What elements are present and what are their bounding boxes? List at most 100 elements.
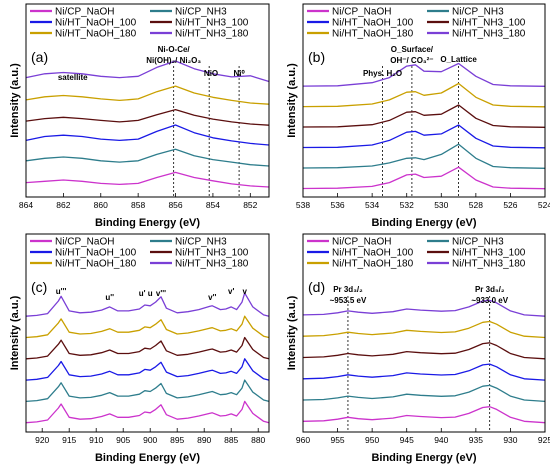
- legend-label-ni-cp-nh3: Ni/CP_NH3: [175, 237, 227, 248]
- series-line-ni-cp-nh3: [302, 143, 546, 169]
- series-line-ni-ht-nh3-100: [302, 342, 546, 360]
- plot-frame: [302, 3, 546, 198]
- x-axis-label: Binding Energy (eV): [371, 452, 476, 464]
- y-axis-label: Intensity (a.u.): [286, 295, 298, 370]
- peak-annotation: u'': [105, 293, 114, 302]
- x-tick-label: 950: [365, 435, 379, 445]
- peak-annotation: O_Surface/: [391, 45, 434, 54]
- x-tick-label: 860: [94, 200, 108, 210]
- peak-annotation: v'': [208, 293, 216, 302]
- peak-annotation: ~953.5 eV: [330, 296, 367, 305]
- x-tick-label: 960: [296, 435, 310, 445]
- peak-annotation: Pr 3d₃/₂: [333, 285, 363, 294]
- series-line-ni-cp-nh3: [25, 148, 270, 167]
- peak-annotation: NiO: [204, 69, 218, 78]
- series-line-ni-ht-nh3-180: [302, 299, 546, 317]
- series-line-ni-ht-nh3-100: [25, 108, 270, 126]
- legend-label-ni-ht-nh3-180: Ni/HT_NH3_180: [452, 259, 526, 270]
- peak-annotation: Ni(OH)₂/ Ni₂O₃: [146, 56, 201, 65]
- panel-label: (d): [308, 279, 325, 295]
- legend-label-ni-ht-naoh-180: Ni/HT_NaOH_180: [332, 29, 414, 40]
- x-tick-label: 858: [131, 200, 145, 210]
- series-line-ni-ht-naoh-180: [25, 85, 270, 105]
- legend-label-ni-ht-nh3-100: Ni/HT_NH3_100: [452, 18, 526, 29]
- legend-label-ni-cp-naoh: Ni/CP_NaOH: [55, 237, 114, 248]
- legend-label-ni-ht-nh3-180: Ni/HT_NH3_180: [175, 259, 249, 270]
- legend-label-ni-ht-nh3-100: Ni/HT_NH3_100: [175, 248, 249, 259]
- peak-annotation: u''': [56, 287, 67, 296]
- series-line-ni-cp-naoh: [25, 171, 270, 188]
- legend-label-ni-cp-nh3: Ni/CP_NH3: [175, 7, 227, 18]
- peak-annotation: u': [139, 289, 146, 298]
- x-tick-label: 536: [330, 200, 344, 210]
- legend-label-ni-ht-naoh-100: Ni/HT_NaOH_100: [55, 248, 137, 259]
- panel-label: (c): [31, 279, 47, 295]
- x-tick-label: 945: [400, 435, 414, 445]
- panel-label: (b): [308, 49, 325, 65]
- legend-label-ni-ht-naoh-100: Ni/HT_NaOH_100: [332, 18, 414, 29]
- series-line-ni-cp-nh3: [302, 384, 546, 403]
- x-tick-label: 910: [89, 435, 103, 445]
- x-tick-label: 524: [538, 200, 550, 210]
- panel-c: 920 915 910 905 900 895 890 885 880 Binding Energ…: [9, 233, 270, 464]
- peak-annotation: O_Lattice: [440, 55, 477, 64]
- peak-annotation: satellite: [58, 73, 88, 82]
- series-line-ni-ht-naoh-100: [25, 358, 270, 381]
- x-tick-label: 532: [400, 200, 414, 210]
- series-line-ni-ht-naoh-100: [302, 124, 546, 149]
- x-tick-label: 930: [503, 435, 517, 445]
- series-line-ni-ht-nh3-180: [25, 60, 270, 83]
- plot-frame: [302, 233, 546, 433]
- x-tick-label: 862: [56, 200, 70, 210]
- legend-label-ni-cp-naoh: Ni/CP_NaOH: [332, 237, 391, 248]
- series-line-ni-cp-naoh: [302, 406, 546, 424]
- legend-label-ni-ht-naoh-180: Ni/HT_NaOH_180: [332, 259, 414, 270]
- x-tick-label: 955: [330, 435, 344, 445]
- legend-label-ni-ht-nh3-100: Ni/HT_NH3_100: [175, 18, 249, 29]
- series-line-ni-ht-naoh-180: [25, 315, 270, 339]
- series-line-ni-ht-naoh-180: [302, 82, 546, 108]
- x-tick-label: 885: [224, 435, 238, 445]
- x-tick-label: 920: [35, 435, 49, 445]
- x-tick-label: 856: [168, 200, 182, 210]
- legend-label-ni-cp-nh3: Ni/CP_NH3: [452, 7, 504, 18]
- x-tick-label: 526: [503, 200, 517, 210]
- x-axis-label: Binding Energy (eV): [95, 452, 200, 464]
- series-line-ni-cp-naoh: [302, 166, 546, 190]
- peak-annotation: v': [228, 287, 234, 296]
- y-axis-label: Intensity (a.u.): [9, 295, 21, 370]
- x-tick-label: 900: [143, 435, 157, 445]
- legend-label-ni-ht-nh3-180: Ni/HT_NH3_180: [175, 29, 249, 40]
- plot-frame: [25, 233, 270, 433]
- series-line-ni-ht-nh3-100: [302, 104, 546, 128]
- series-line-ni-ht-naoh-100: [302, 363, 546, 381]
- series-line-ni-cp-naoh: [25, 400, 270, 424]
- peak-annotation: Ni-O-Ce/: [158, 45, 191, 54]
- panel-label: (a): [31, 49, 48, 65]
- x-tick-label: 940: [434, 435, 448, 445]
- x-tick-label: 854: [206, 200, 220, 210]
- legend-label-ni-ht-nh3-180: Ni/HT_NH3_180: [452, 29, 526, 40]
- series-line-ni-ht-naoh-180: [302, 320, 546, 339]
- x-tick-label: 852: [243, 200, 257, 210]
- x-tick-label: 864: [19, 200, 33, 210]
- x-tick-label: 534: [365, 200, 379, 210]
- x-tick-label: 935: [469, 435, 483, 445]
- x-tick-label: 528: [469, 200, 483, 210]
- peak-annotation: Pr 3d₅/₂: [475, 285, 505, 294]
- legend-label-ni-cp-naoh: Ni/CP_NaOH: [332, 7, 391, 18]
- legend-label-ni-cp-nh3: Ni/CP_NH3: [452, 237, 504, 248]
- series-line-ni-ht-naoh-100: [25, 124, 270, 146]
- panel-b: 538 536 534 532 530 528 526 524 Binding Energy (…: [286, 3, 550, 229]
- x-tick-label: 530: [434, 200, 448, 210]
- peak-annotation: OH⁻/ CO₃²⁻: [390, 56, 433, 65]
- y-axis-label: Intensity (a.u.): [286, 63, 298, 138]
- legend-label-ni-ht-nh3-100: Ni/HT_NH3_100: [452, 248, 526, 259]
- x-tick-label: 890: [197, 435, 211, 445]
- series-line-ni-ht-nh3-180: [302, 62, 546, 87]
- x-tick-label: 915: [62, 435, 76, 445]
- series-line-ni-ht-nh3-180: [25, 292, 270, 317]
- legend-label-ni-ht-naoh-180: Ni/HT_NaOH_180: [55, 29, 137, 40]
- series-line-ni-cp-nh3: [25, 379, 270, 403]
